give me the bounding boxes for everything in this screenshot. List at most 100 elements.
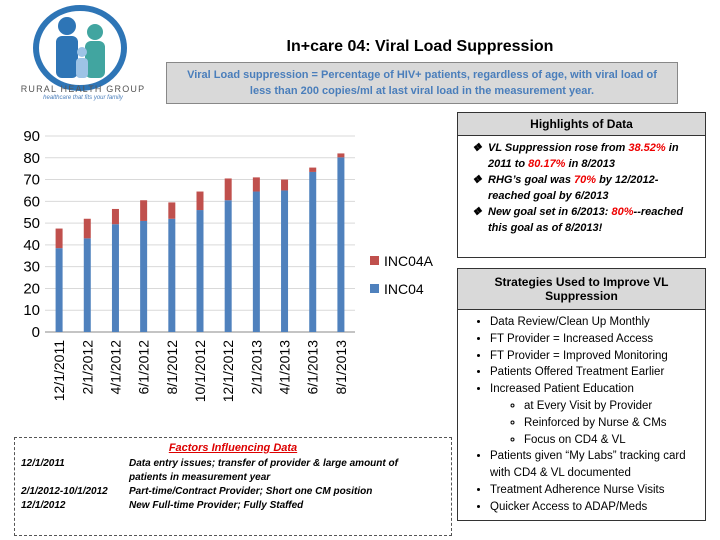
y-tick-label: 70 <box>23 172 40 189</box>
strategy-item: Increased Patient Education at Every Visi… <box>490 381 701 448</box>
strategy-text: Quicker Access to ADAP/Meds <box>490 500 648 513</box>
strategy-item: Data Review/Clean Up Monthly <box>490 314 701 331</box>
bar-segment <box>309 171 317 332</box>
strategy-text: Increased Patient Education <box>490 383 634 396</box>
bar-segment <box>281 190 289 332</box>
x-tick-label: 12/1/2011 <box>51 340 67 401</box>
bar-segment <box>281 179 289 191</box>
x-tick-label: 10/1/2012 <box>192 340 208 402</box>
slide-title: In+care 04: Viral Load Suppression <box>286 38 554 55</box>
bar-segment <box>140 200 148 221</box>
strategy-item: Patients given “My Labs” tracking card w… <box>490 448 701 482</box>
x-tick-label: 2/1/2013 <box>248 340 264 395</box>
y-tick-label: 0 <box>32 324 40 341</box>
legend-swatch <box>370 256 379 265</box>
highlight-text: New goal set in 6/2013: <box>488 206 612 218</box>
highlight-text: by 12/2012-reached goal by 6/2013 <box>488 174 659 202</box>
bar-segment <box>196 191 204 211</box>
strategy-text: FT Provider = Improved Monitoring <box>490 349 668 362</box>
logo-tagline: healthcare that fits your family <box>43 95 123 101</box>
bar-segment <box>168 218 176 332</box>
bar-segment <box>196 210 204 332</box>
bar-segment <box>83 218 91 239</box>
x-tick-label: 6/1/2012 <box>136 340 152 395</box>
bar-segment <box>309 167 317 172</box>
bar-segment <box>252 177 260 192</box>
strategy-sublist: at Every Visit by ProviderReinforced by … <box>490 398 701 448</box>
strategy-text: FT Provider = Increased Access <box>490 332 654 345</box>
y-tick-label: 30 <box>23 259 40 276</box>
bar-segment <box>111 224 119 332</box>
strategy-subitem: Focus on CD4 & VL <box>524 432 701 449</box>
factors-title: Factors Influencing Data <box>168 442 298 454</box>
bar-segment <box>224 200 232 332</box>
factor-text: Data entry issues; transfer of provider … <box>129 458 398 483</box>
highlights-body: VL Suppression rose from 38.52% in 2011 … <box>457 135 706 258</box>
factor-date: 12/1/2011 <box>21 458 65 469</box>
y-tick-label: 60 <box>23 193 40 210</box>
bar-segment <box>224 178 232 201</box>
strategy-text: Patients Offered Treatment Earlier <box>490 366 665 379</box>
strategies-body: Data Review/Clean Up Monthly FT Provider … <box>457 309 706 521</box>
bar-segment <box>140 220 148 332</box>
bar-segment <box>83 238 91 332</box>
y-tick-label: 20 <box>23 280 40 297</box>
y-tick-label: 40 <box>23 237 40 254</box>
highlight-text: --reached this goal as of 8/2013! <box>488 206 684 234</box>
strategy-item: Quicker Access to ADAP/Meds <box>490 499 701 516</box>
highlight-text: RHG’s goal was <box>488 174 574 186</box>
highlight-value: 80.17% <box>528 158 566 170</box>
logo-name: RURAL HEALTH GROUP <box>20 84 146 94</box>
strategy-text: Data Review/Clean Up Monthly <box>490 316 650 328</box>
logo-graphic <box>33 5 127 91</box>
x-tick-label: 6/1/2013 <box>305 340 321 395</box>
strategy-text: Patients given “My Labs” tracking card w… <box>490 450 686 480</box>
bar-segment <box>168 202 176 219</box>
x-tick-label: 4/1/2013 <box>277 340 293 395</box>
strategies-title: Strategies Used to Improve VL Suppressio… <box>457 268 706 310</box>
y-tick-label: 50 <box>23 215 40 232</box>
y-tick-label: 90 <box>23 128 40 145</box>
legend-swatch <box>370 284 379 293</box>
legend-label: INC04 <box>384 281 424 297</box>
bar-segment <box>55 248 63 332</box>
factor-date: 2/1/2012-10/1/2012 <box>21 486 108 497</box>
highlight-text: in 2011 to <box>488 142 679 170</box>
highlight-item: VL Suppression rose from 38.52% in 2011 … <box>488 140 699 172</box>
bar-segment <box>55 228 63 249</box>
strategy-subitem: Reinforced by Nurse & CMs <box>524 415 701 432</box>
highlight-text: in 8/2013 <box>565 158 616 170</box>
definition: Viral Load suppression = Percentage of H… <box>166 62 678 104</box>
strategies-list: Data Review/Clean Up Monthly FT Provider … <box>462 314 701 516</box>
highlight-item: New goal set in 6/2013: 80%--reached thi… <box>488 204 699 236</box>
strategy-item: Patients Offered Treatment Earlier <box>490 364 701 381</box>
x-tick-label: 12/1/2012 <box>220 340 236 402</box>
factor-date: 12/1/2012 <box>21 500 66 511</box>
factor-row: 2/1/2012-10/1/2012 Part-time/Contract Pro… <box>21 485 445 499</box>
factor-text: Part-time/Contract Provider; Short one C… <box>129 486 373 497</box>
factor-row: 12/1/2012 New Full-time Provider; Fully S… <box>21 499 445 513</box>
highlight-text: VL Suppression rose from <box>488 142 629 154</box>
factors-box: Factors Influencing Data 12/1/2011 Data en… <box>14 437 452 536</box>
bar-segment <box>111 208 119 225</box>
highlight-value: 38.52% <box>628 142 666 154</box>
y-tick-label: 80 <box>23 150 40 167</box>
highlights-list: VL Suppression rose from 38.52% in 2011 … <box>464 140 699 236</box>
strategy-item: FT Provider = Increased Access <box>490 331 701 348</box>
strategy-subitem: at Every Visit by Provider <box>524 398 701 415</box>
strategy-text: Treatment Adherence Nurse Visits <box>490 483 665 496</box>
factor-text: New Full-time Provider; Fully Staffed <box>129 500 304 511</box>
y-tick-label: 10 <box>23 302 40 319</box>
highlights-title: Highlights of Data <box>457 112 706 136</box>
x-tick-label: 2/1/2012 <box>79 340 95 395</box>
strategy-item: Treatment Adherence Nurse Visits <box>490 482 701 499</box>
highlight-value: 80% <box>611 206 634 218</box>
highlight-item: RHG’s goal was 70% by 12/2012-reached go… <box>488 172 699 204</box>
bar-segment <box>337 157 345 332</box>
x-tick-label: 8/1/2012 <box>164 340 180 395</box>
bar-segment <box>252 191 260 332</box>
bar-segment <box>337 153 345 158</box>
x-tick-label: 4/1/2012 <box>107 340 123 395</box>
